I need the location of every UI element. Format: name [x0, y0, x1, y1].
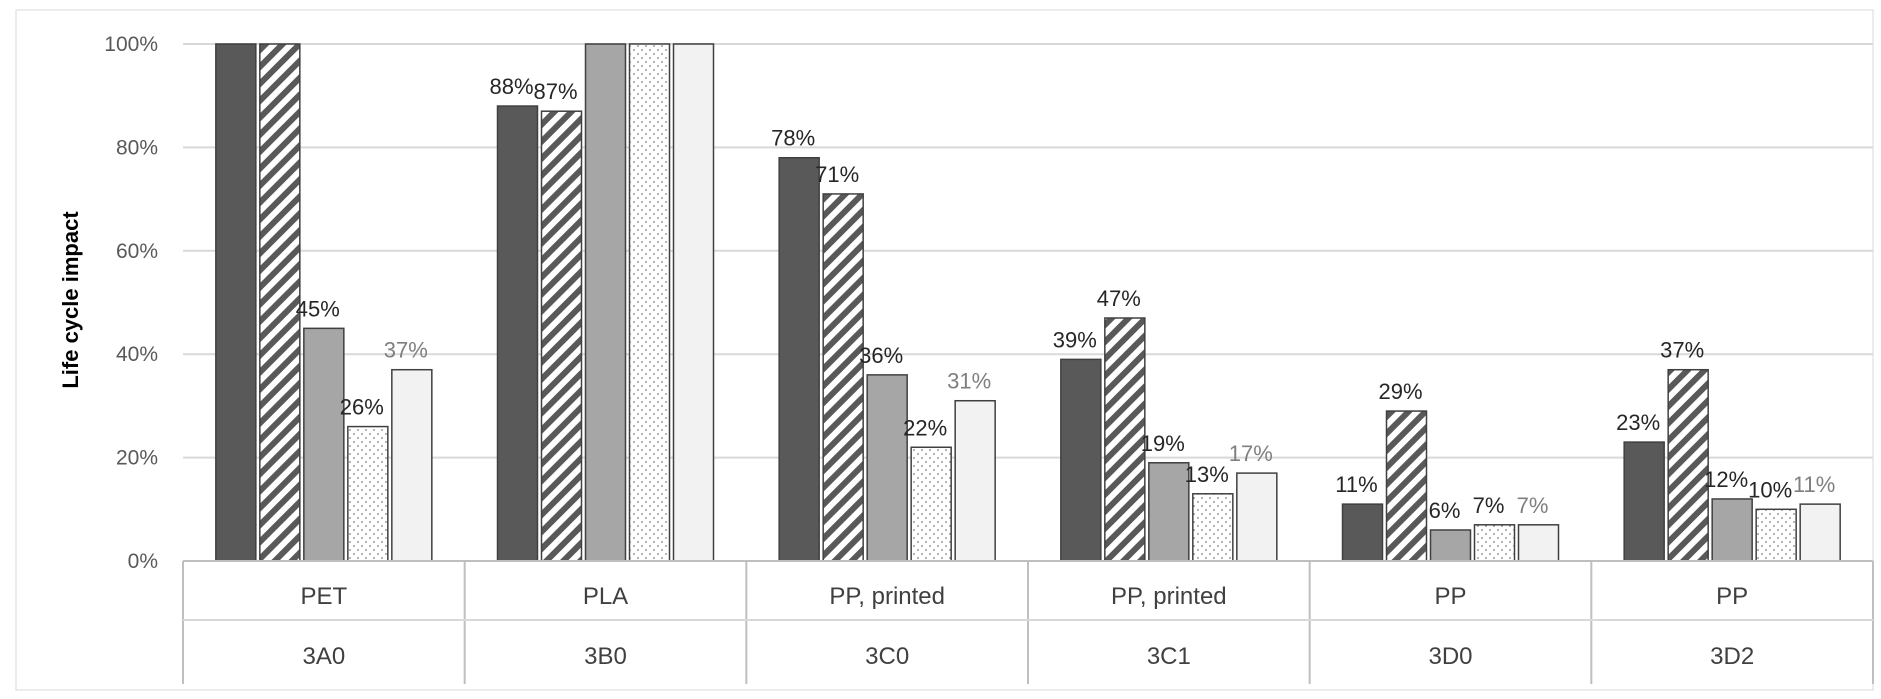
data-label: 7%	[1517, 493, 1549, 518]
data-label: 78%	[771, 126, 815, 151]
data-label: 36%	[859, 343, 903, 368]
bar-solid-dark-3D2	[1623, 441, 1665, 562]
data-label: 31%	[947, 369, 991, 394]
bar-solid-dark-3C0	[778, 156, 820, 562]
bar-diagonal-hatch-3C0	[822, 193, 864, 562]
bar-solid-mid-3C1	[1148, 462, 1190, 562]
bar-dotted-3C1	[1192, 493, 1234, 562]
x-category-code: 3D2	[1710, 643, 1754, 670]
y-tick-label: 80%	[116, 136, 158, 159]
bar-diagonal-hatch-3A0	[259, 43, 301, 562]
data-label: 23%	[1616, 410, 1660, 435]
bar-diagonal-hatch-3D2	[1667, 368, 1709, 562]
bar-solid-dark-3C1	[1060, 358, 1102, 562]
y-tick-label: 100%	[104, 33, 158, 56]
bar-dotted-3A0	[347, 425, 389, 562]
bar-solid-mid-3C0	[866, 374, 908, 562]
y-tick-label: 40%	[116, 343, 158, 366]
data-label: 17%	[1229, 441, 1273, 466]
bar-solid-mid-3B0	[584, 43, 627, 562]
x-category-label: PP, printed	[1111, 583, 1227, 610]
y-tick-label: 20%	[116, 447, 158, 470]
data-label: 10%	[1748, 477, 1792, 502]
bar-series-group	[215, 43, 1841, 562]
data-label: 29%	[1378, 379, 1422, 404]
bar-diagonal-hatch-3C1	[1104, 317, 1146, 562]
plot-border	[15, 9, 1874, 691]
data-label: 7%	[1473, 493, 1505, 518]
x-category-label: PET	[300, 583, 347, 610]
data-label: 87%	[533, 79, 577, 104]
y-tick-label: 60%	[116, 240, 158, 263]
x-category-label: PP	[1434, 583, 1466, 610]
bar-solid-light-3C1	[1236, 472, 1278, 562]
bar-solid-mid-3D0	[1429, 529, 1472, 562]
data-label: 22%	[903, 415, 947, 440]
bar-solid-light-3A0	[391, 368, 433, 562]
data-label: 39%	[1053, 327, 1097, 352]
x-category-code: 3B0	[584, 643, 627, 670]
bar-solid-dark-3A0	[215, 43, 257, 562]
axes: 0% 20% 40% 60% 80% 100% PET 3A0 PLA 3B0 PP, printe…	[104, 33, 1874, 684]
bar-diagonal-hatch-3B0	[540, 110, 583, 562]
data-label: 47%	[1097, 286, 1141, 311]
x-category-code: 3C1	[1147, 643, 1191, 670]
x-category-label: PP	[1716, 583, 1748, 610]
data-label: 88%	[489, 74, 533, 99]
bar-solid-light-3D2	[1799, 503, 1841, 562]
bar-dotted-3D0	[1473, 524, 1516, 562]
y-axis-label: Life cycle impact	[58, 211, 83, 389]
y-tick-label: 0%	[128, 550, 158, 573]
bar-solid-dark-3B0	[496, 105, 539, 562]
bar-solid-mid-3A0	[303, 327, 345, 562]
bar-solid-light-3B0	[672, 43, 715, 562]
bar-solid-mid-3D2	[1711, 498, 1753, 562]
bar-solid-light-3D0	[1517, 524, 1560, 562]
x-category-code: 3A0	[302, 643, 345, 670]
data-label: 12%	[1704, 467, 1748, 492]
data-label: 71%	[815, 162, 859, 187]
bar-solid-dark-3D0	[1341, 503, 1384, 562]
bar-dotted-3D2	[1755, 508, 1797, 562]
data-label: 11%	[1335, 472, 1377, 497]
data-label: 11%	[1793, 472, 1835, 497]
data-label: 19%	[1141, 431, 1185, 456]
x-category-label: PP, printed	[829, 583, 945, 610]
data-label: 37%	[1660, 338, 1704, 363]
x-category-code: 3C0	[865, 643, 909, 670]
data-label: 37%	[384, 338, 428, 363]
data-labels: 45%26%37%88% 87%78%71%36%22%31%39%47%19%1…	[296, 74, 1836, 523]
data-label: 26%	[340, 395, 384, 420]
data-label: 6%	[1429, 498, 1461, 523]
gridlines	[183, 43, 1873, 459]
data-label: 13%	[1185, 462, 1229, 487]
bar-dotted-3B0	[628, 43, 671, 562]
x-category-code: 3D0	[1428, 643, 1472, 670]
data-label: 45%	[296, 296, 340, 321]
bar-dotted-3C0	[910, 446, 952, 562]
bar-solid-light-3C0	[954, 399, 996, 562]
x-category-label: PLA	[583, 583, 628, 610]
bar-diagonal-hatch-3D0	[1385, 410, 1428, 562]
